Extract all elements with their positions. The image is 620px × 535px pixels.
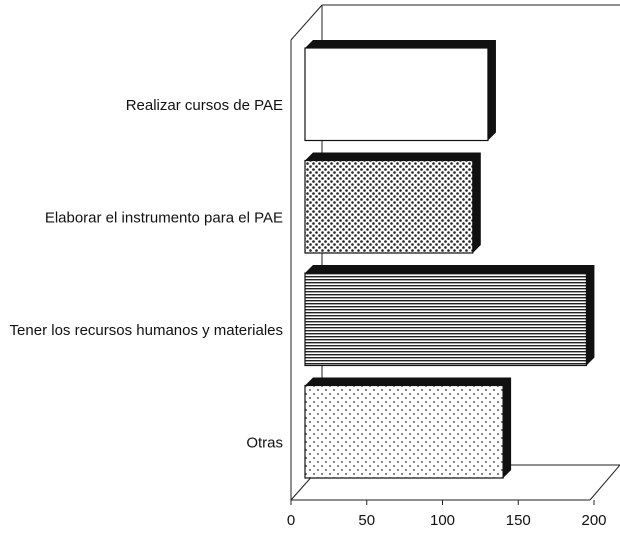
bar xyxy=(304,159,474,254)
bar xyxy=(304,272,588,367)
y-tick-label: Realizar cursos de PAE xyxy=(126,97,283,114)
x-tick-label: 200 xyxy=(581,512,606,529)
x-tick-label: 150 xyxy=(506,512,531,529)
y-tick-label: Tener los recursos humanos y materiales xyxy=(10,322,283,339)
x-tick-label: 100 xyxy=(430,512,455,529)
x-tick-label: 0 xyxy=(287,512,295,529)
bar xyxy=(304,384,504,479)
y-tick-label: Otras xyxy=(246,435,283,452)
x-tick-label: 50 xyxy=(358,512,375,529)
bar xyxy=(304,47,489,142)
y-tick-label: Elaborar el instrumento para el PAE xyxy=(45,210,283,227)
